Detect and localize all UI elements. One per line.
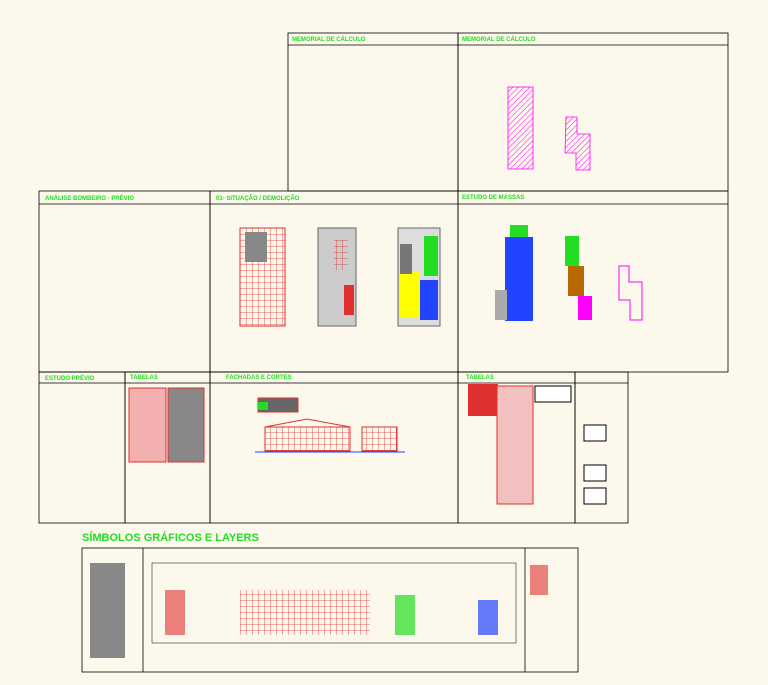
mass-study <box>495 225 643 321</box>
symbols-legend <box>81 547 579 673</box>
sheet-frames <box>38 32 729 524</box>
floor-plans <box>239 227 441 327</box>
panel-title: TABELAS <box>130 375 158 381</box>
tables <box>128 384 607 505</box>
panel-title: MEMORIAL DE CÁLCULO <box>292 36 366 43</box>
panel-title: MEMORIAL DE CÁLCULO <box>462 36 536 43</box>
section-title: SÍMBOLOS GRÁFICOS E LAYERS <box>82 531 259 544</box>
panel-title: 01- SITUAÇÃO / DEMOLIÇÃO <box>216 195 300 202</box>
panel-title: FACHADAS E CORTES <box>226 375 292 381</box>
panel-title: ANÁLISE BOMBEIRO - PRÉVIO <box>45 194 134 202</box>
panel-title: ESTUDO PRÉVIO <box>45 374 95 382</box>
hatched-shapes <box>507 86 591 171</box>
panel-title: TABELAS <box>466 375 494 381</box>
facades <box>255 397 405 453</box>
panel-title: ESTUDO DE MASSAS <box>462 195 524 201</box>
